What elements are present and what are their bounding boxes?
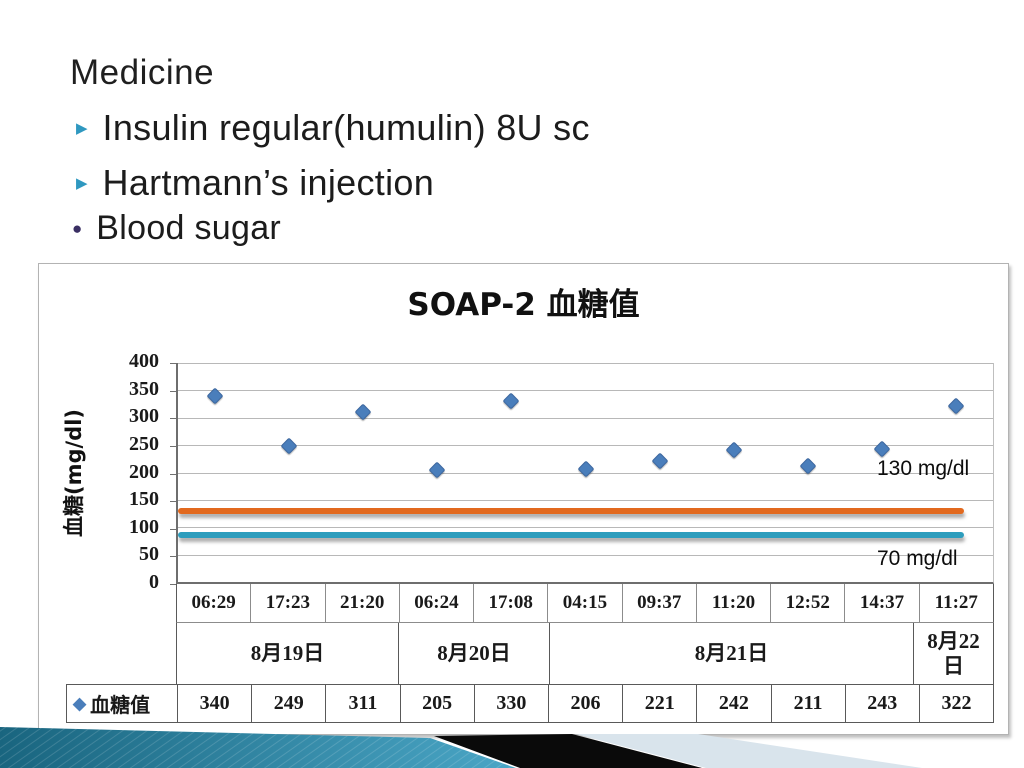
x-axis-time-label: 06:29	[177, 584, 252, 622]
x-axis-date-group: 8月22日	[927, 629, 980, 678]
diamond-marker-icon: ◆	[73, 693, 87, 713]
table-value-cell: 311	[325, 685, 399, 722]
bullet-text: Insulin regular(humulin) 8U sc	[102, 107, 590, 148]
table-value-cell: 206	[547, 685, 622, 722]
x-axis-time-label: 09:37	[623, 584, 697, 622]
table-value-cell: 221	[622, 685, 696, 722]
x-axis-time-label: 17:08	[474, 584, 549, 622]
arrow-bullet-icon: ▶	[76, 174, 88, 192]
bullet-text: Blood sugar	[96, 209, 282, 247]
table-value-cell: 249	[251, 685, 325, 722]
black-stripe-shape	[434, 734, 702, 768]
y-axis-tick-label: 100	[129, 515, 159, 538]
y-axis-tick-label: 150	[129, 488, 159, 511]
y-axis-tick-label: 400	[129, 350, 159, 372]
y-axis-tick	[170, 584, 176, 585]
plot-area	[176, 363, 994, 584]
data-point-marker	[873, 440, 891, 458]
gridline	[178, 417, 993, 419]
data-table-row: ◆ 血糖值 340 249 311 205 330 206 221 242 211 243 322	[66, 684, 994, 723]
gridline	[178, 527, 993, 529]
y-axis-tick-label: 50	[139, 543, 159, 566]
dot-bullet-icon: ●	[72, 219, 83, 238]
data-point-marker	[651, 452, 669, 470]
table-value-cell: 205	[399, 685, 474, 722]
data-point-marker	[280, 437, 298, 455]
page-title: Medicine	[70, 53, 215, 92]
y-axis-tick	[170, 501, 176, 503]
y-axis-tick-label: 300	[129, 405, 159, 428]
x-axis-date-group: 8月19日	[177, 623, 399, 684]
x-axis-time-label: 11:20	[697, 584, 772, 622]
teal-wedge-texture	[0, 727, 516, 768]
y-axis-tick-label: 0	[149, 571, 159, 593]
table-value-cell: 242	[696, 685, 770, 722]
y-axis-tick	[170, 528, 176, 530]
gridline	[178, 445, 993, 447]
reference-label-130: 130 mg/dl	[877, 457, 970, 480]
y-axis-tick	[170, 556, 176, 558]
y-axis-tick	[170, 363, 176, 364]
y-axis-tick-label: 350	[129, 377, 159, 400]
data-point-marker	[577, 460, 594, 478]
gridline	[178, 390, 993, 392]
data-point-marker	[947, 397, 965, 415]
y-axis-tick	[170, 473, 176, 475]
table-value-cell: 340	[177, 685, 251, 722]
legend-label: 血糖值	[90, 695, 151, 717]
y-axis-tick	[170, 445, 176, 447]
table-value-cell: 243	[844, 685, 919, 722]
bullet-text: Hartmann’s injection	[102, 162, 435, 203]
x-axis-date-row: 8月19日 8月20日 8月21日 8月22日	[176, 623, 994, 684]
x-axis-time-label: 11:27	[934, 592, 978, 613]
bottom-decoration	[0, 727, 922, 768]
gridline	[178, 363, 993, 364]
x-axis-time-label: 06:24	[400, 584, 475, 622]
table-value-cell: 322	[918, 685, 993, 722]
table-value-cell: 330	[473, 685, 548, 722]
bullet-item-insulin: ▶ Insulin regular(humulin) 8U sc	[76, 107, 590, 149]
y-axis-tick-label: 250	[129, 432, 159, 455]
y-axis-tick	[170, 390, 176, 392]
reference-label-70: 70 mg/dl	[877, 547, 958, 570]
bullet-item-blood-sugar: ● Blood sugar	[72, 209, 281, 248]
y-axis-title: 血糖(mg/dl)	[62, 408, 86, 538]
x-axis-time-label: 12:52	[771, 584, 846, 622]
bullet-item-hartmann: ▶ Hartmann’s injection	[76, 162, 434, 204]
x-axis-time-label: 14:37	[845, 584, 920, 622]
x-axis-date-group: 8月20日	[399, 623, 550, 684]
y-axis-tick-label: 200	[129, 460, 159, 483]
x-axis-time-label: 17:23	[251, 584, 326, 622]
gridline	[178, 554, 993, 556]
blood-sugar-chart: SOAP-2 血糖值 血糖(mg/dl) 130 mg/dl 70 mg/dl …	[38, 263, 1009, 735]
arrow-bullet-icon: ▶	[76, 119, 88, 137]
gridline	[178, 499, 993, 501]
table-value-cell: 211	[770, 685, 845, 722]
y-axis-tick	[170, 418, 176, 420]
pale-wedge-shape	[576, 734, 922, 768]
chart-title: SOAP-2 血糖值	[407, 287, 640, 323]
data-point-marker	[502, 392, 520, 410]
x-axis-time-label: 21:20	[326, 584, 400, 622]
reference-line-70	[178, 532, 964, 539]
reference-line-130	[178, 507, 964, 514]
data-point-marker	[725, 441, 743, 458]
x-axis-time-label: 04:15	[548, 584, 623, 622]
data-point-marker	[428, 461, 446, 479]
legend-item: ◆ 血糖值	[67, 685, 177, 722]
x-axis-date-group: 8月21日	[550, 623, 914, 684]
x-axis-time-row: 06:29 17:23 21:20 06:24 17:08 04:15 09:37 11:20…	[176, 584, 994, 623]
